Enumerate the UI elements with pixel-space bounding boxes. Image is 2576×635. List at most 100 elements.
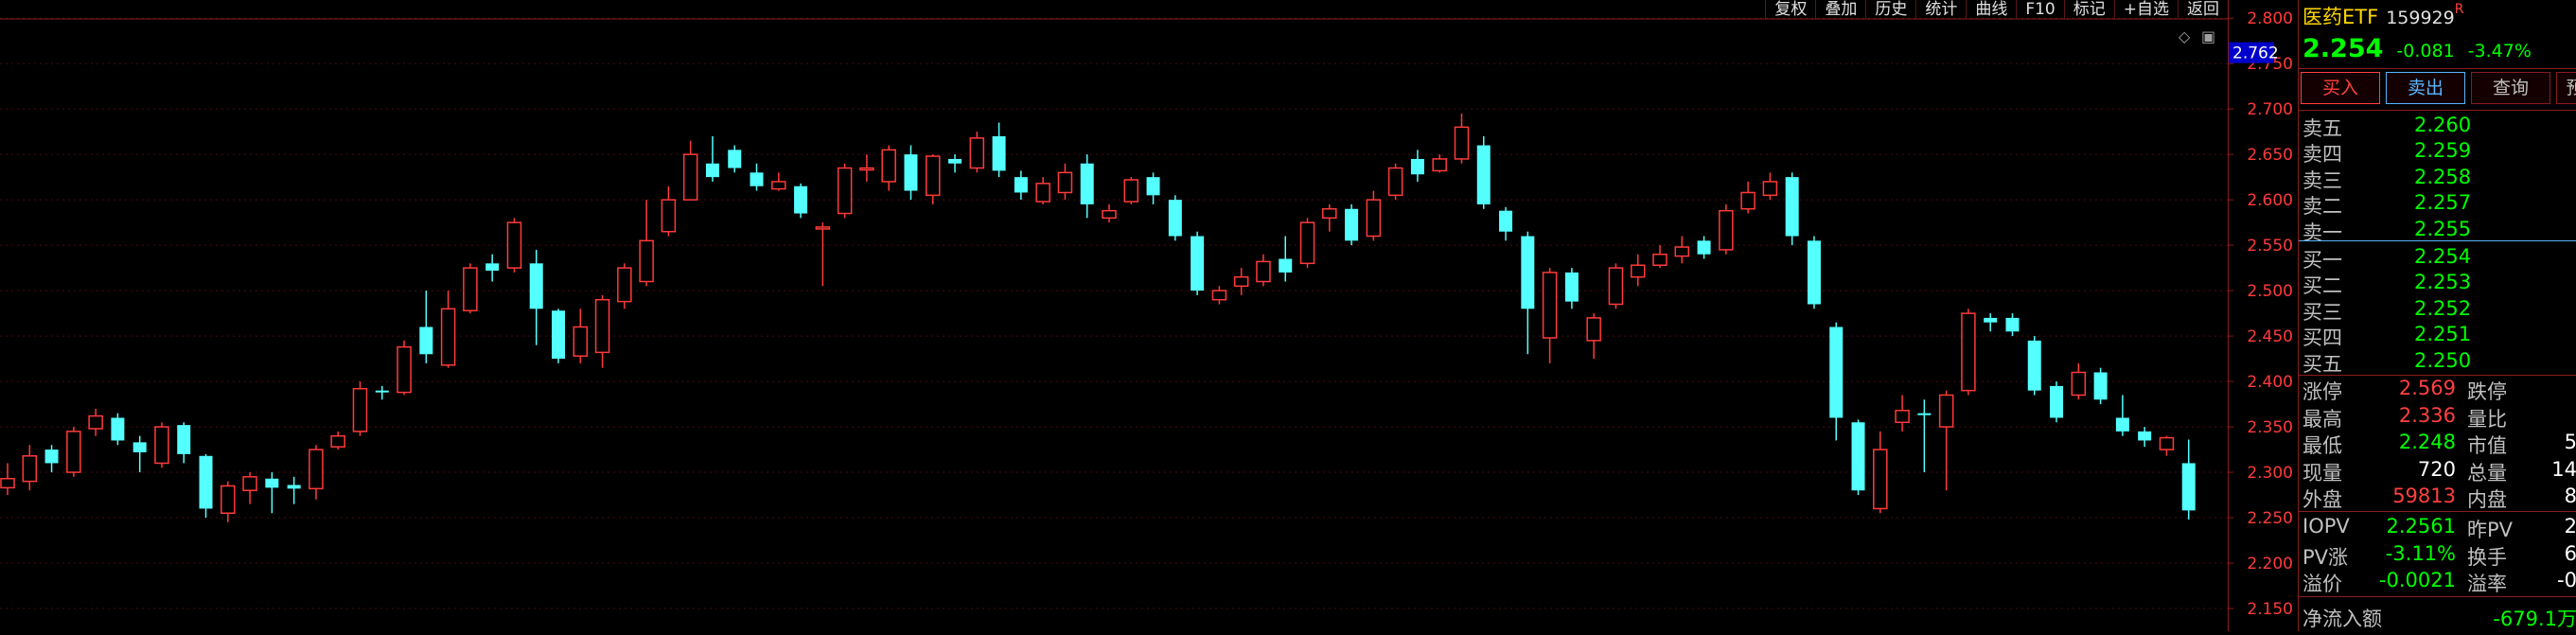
toolbar-item[interactable]: F10 <box>2016 0 2063 19</box>
candle[interactable] <box>617 263 632 309</box>
bid-row[interactable]: 买二 2.253 <box>2303 271 2576 297</box>
candle[interactable] <box>1807 236 1821 309</box>
ask-row[interactable]: 卖四 2.259 <box>2303 139 2576 166</box>
candle[interactable] <box>2005 313 2020 337</box>
candle[interactable] <box>242 472 257 504</box>
candle[interactable] <box>44 445 59 473</box>
toolbar-item[interactable]: 标记 <box>2063 0 2114 19</box>
candle[interactable] <box>2138 427 2152 448</box>
candle[interactable] <box>111 413 125 446</box>
candle[interactable] <box>1697 236 1711 259</box>
candle[interactable] <box>1410 150 1424 182</box>
candle[interactable] <box>2071 362 2087 400</box>
panel-toggle-icon[interactable]: ▣ <box>2201 27 2215 45</box>
candle[interactable] <box>1938 390 1954 491</box>
candle[interactable] <box>1895 395 1910 432</box>
candle[interactable] <box>1279 236 1293 282</box>
candle[interactable] <box>573 309 589 363</box>
candle[interactable] <box>1740 181 1756 214</box>
candle[interactable] <box>1873 431 1888 514</box>
toolbar-item[interactable]: 统计 <box>1915 0 1966 19</box>
bid-row[interactable]: 买一 2.254 <box>2303 245 2576 272</box>
candle[interactable] <box>66 427 81 477</box>
candle[interactable] <box>375 385 389 400</box>
candle[interactable] <box>1521 231 1535 355</box>
sell-button[interactable]: 卖出 <box>2386 72 2465 104</box>
bid-row[interactable]: 买四 2.251 <box>2303 323 2576 349</box>
candle[interactable] <box>397 340 412 396</box>
candle[interactable] <box>1630 254 1646 287</box>
kline-chart[interactable]: ◇ ▣ 复权 叠加 历史 统计 曲线 F10 标记 +自选 返回 <box>0 0 2228 631</box>
candle[interactable] <box>728 145 742 173</box>
bid-row[interactable]: 买三 2.252 <box>2303 297 2576 324</box>
candle[interactable] <box>1366 190 1382 241</box>
candle[interactable] <box>1102 203 1117 223</box>
candle[interactable] <box>1080 154 1094 219</box>
candle[interactable] <box>1652 245 1667 269</box>
candle[interactable] <box>661 185 677 237</box>
candle[interactable] <box>1146 172 1160 204</box>
candle[interactable] <box>1299 218 1315 269</box>
candle[interactable] <box>529 249 543 345</box>
candle[interactable] <box>1035 177 1050 204</box>
candle[interactable] <box>22 445 38 491</box>
candle[interactable] <box>1564 268 1579 309</box>
candle[interactable] <box>859 154 874 182</box>
candle[interactable] <box>1387 163 1403 201</box>
candle[interactable] <box>1984 313 1998 332</box>
candle[interactable] <box>837 163 853 219</box>
candle[interactable] <box>485 254 500 282</box>
candle[interactable] <box>1499 206 1513 241</box>
candle[interactable] <box>969 132 985 173</box>
candle[interactable] <box>2181 439 2196 520</box>
candle[interactable] <box>1586 313 1601 360</box>
toolbar-item[interactable]: 返回 <box>2178 0 2228 19</box>
candle[interactable] <box>265 472 279 514</box>
candle[interactable] <box>463 263 478 314</box>
candle[interactable] <box>154 422 169 468</box>
buy-button[interactable]: 买入 <box>2301 72 2380 104</box>
candle[interactable] <box>1322 203 1337 232</box>
candle[interactable] <box>177 422 191 464</box>
candle[interactable] <box>771 172 786 191</box>
candle[interactable] <box>419 291 433 363</box>
candle[interactable] <box>199 453 213 519</box>
candle[interactable] <box>88 408 103 436</box>
ask-row[interactable]: 卖三 2.258 <box>2303 166 2576 192</box>
candle[interactable] <box>904 145 918 201</box>
candle[interactable] <box>1917 399 1932 473</box>
candle[interactable] <box>1014 170 1028 201</box>
candlestick-chart[interactable]: ◇ ▣ <box>0 0 2228 631</box>
toolbar-item[interactable]: 历史 <box>1865 0 1915 19</box>
toolbar-item[interactable]: 复权 <box>1765 0 1815 19</box>
candle[interactable] <box>1123 177 1139 204</box>
candle[interactable] <box>552 309 565 363</box>
candle[interactable] <box>2050 381 2064 423</box>
candle[interactable] <box>1168 195 1182 241</box>
candle[interactable] <box>1542 268 1558 363</box>
candle[interactable] <box>926 154 941 204</box>
query-button[interactable]: 查询 <box>2471 72 2550 104</box>
toolbar-item[interactable]: 叠加 <box>1815 0 1865 19</box>
candle[interactable] <box>1233 268 1249 295</box>
candle[interactable] <box>132 435 147 473</box>
toolbar-item[interactable]: +自选 <box>2113 0 2178 19</box>
diamond-icon[interactable]: ◇ <box>2179 27 2191 45</box>
candle[interactable] <box>1785 172 1799 246</box>
candle[interactable] <box>1674 236 1690 264</box>
candle[interactable] <box>1961 309 1976 396</box>
bid-row[interactable]: 买五 2.250 <box>2303 349 2576 376</box>
candle[interactable] <box>2159 435 2175 456</box>
candle[interactable] <box>1476 135 1491 209</box>
candle[interactable] <box>1762 172 1778 201</box>
candle[interactable] <box>2115 395 2129 436</box>
candle[interactable] <box>682 140 698 201</box>
candle[interactable] <box>2093 367 2108 405</box>
candle[interactable] <box>1256 254 1271 287</box>
ask-row[interactable]: 卖五 2.260 <box>2303 114 2576 140</box>
candle[interactable] <box>1829 322 1844 441</box>
more-button[interactable]: 预 <box>2556 72 2576 104</box>
candle[interactable] <box>992 122 1006 178</box>
candle[interactable] <box>1851 419 1865 496</box>
ask-row[interactable]: 卖二 2.257 <box>2303 191 2576 218</box>
